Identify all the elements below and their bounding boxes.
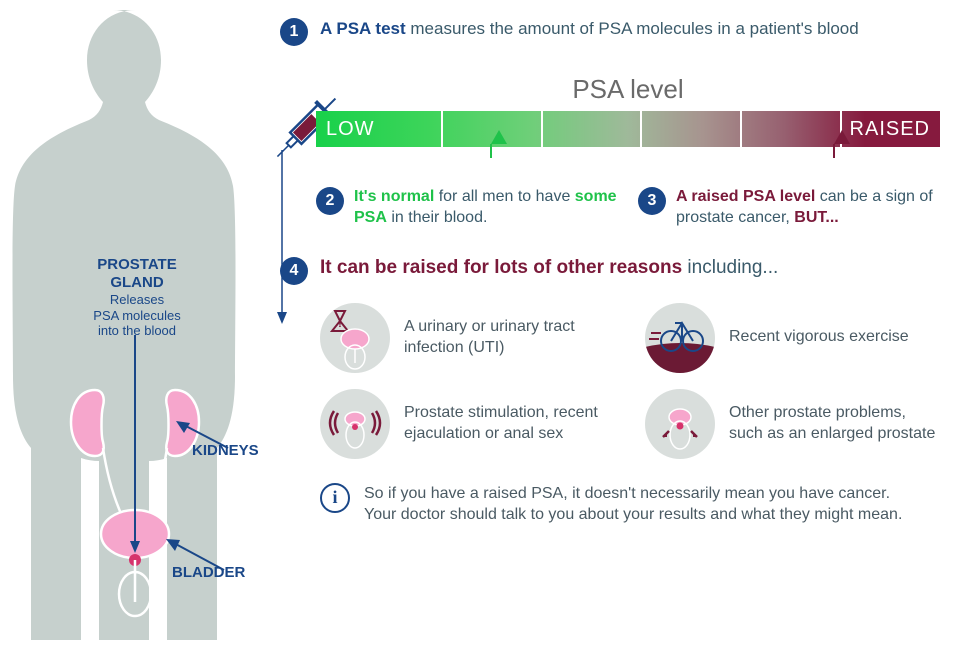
step-4-r: including...: [682, 257, 778, 278]
footer: i So if you have a raised PSA, it doesn'…: [320, 483, 940, 526]
badge-2: 2: [316, 187, 344, 215]
step-2-r1: for all men to have: [434, 188, 575, 205]
reason-exercise: Recent vigorous exercise: [645, 303, 940, 373]
seg-3: [640, 111, 642, 147]
reason-stimulation-text: Prostate stimulation, recent ejaculation…: [404, 403, 615, 445]
enlarged-icon: [645, 389, 715, 459]
seg-4: [740, 111, 742, 147]
steps-2-3: 2 It's normal for all men to have some P…: [316, 187, 940, 229]
arrow-low: [491, 130, 507, 144]
seg-2: [541, 111, 543, 147]
step-3-b2: BUT...: [794, 209, 838, 226]
seg-1: [441, 111, 443, 147]
step-1-bold: A PSA test: [320, 19, 406, 38]
low-label: LOW: [326, 118, 375, 141]
step-1-rest: measures the amount of PSA molecules in …: [406, 19, 859, 38]
prostate-title: PROSTATE GLAND: [72, 256, 202, 292]
step-3-b: A raised PSA level: [676, 188, 815, 205]
step-4: 4 It can be raised for lots of other rea…: [280, 257, 940, 285]
reason-uti: ! A urinary or urinary tract infection (…: [320, 303, 615, 373]
right-panel: 1 A PSA test measures the amount of PSA …: [280, 18, 940, 526]
prostate-sub2: PSA molecules: [72, 308, 202, 324]
footer-text: So if you have a raised PSA, it doesn't …: [364, 483, 904, 526]
psa-bar: PSA level LOW RAISED: [316, 74, 940, 147]
exercise-icon: [645, 303, 715, 373]
prostate-label: PROSTATE GLAND Releases PSA molecules in…: [72, 256, 202, 339]
reason-enlarged-text: Other prostate problems, such as an enla…: [729, 403, 940, 445]
prostate-sub1: Releases: [72, 292, 202, 308]
step-2-b1: It's normal: [354, 188, 434, 205]
uti-icon: !: [320, 303, 390, 373]
step-1-text: A PSA test measures the amount of PSA mo…: [320, 18, 859, 41]
step-2-text: It's normal for all men to have some PSA…: [354, 187, 618, 229]
reason-uti-text: A urinary or urinary tract infection (UT…: [404, 317, 615, 359]
step-2: 2 It's normal for all men to have some P…: [316, 187, 618, 229]
arrow-high: [834, 130, 850, 144]
reason-stimulation: Prostate stimulation, recent ejaculation…: [320, 389, 615, 459]
svg-text:!: !: [338, 318, 342, 330]
reason-enlarged: Other prostate problems, such as an enla…: [645, 389, 940, 459]
badge-3: 3: [638, 187, 666, 215]
step-4-text: It can be raised for lots of other reaso…: [320, 257, 778, 279]
step-4-b: It can be raised for lots of other reaso…: [320, 257, 682, 278]
raised-label: RAISED: [850, 118, 930, 141]
reason-exercise-text: Recent vigorous exercise: [729, 327, 909, 348]
info-icon: i: [320, 483, 350, 513]
reasons-grid: ! A urinary or urinary tract infection (…: [320, 303, 940, 459]
arrow-low-stem: [490, 144, 492, 158]
prostate-arrow: [90, 335, 150, 560]
step-3-text: A raised PSA level can be a sign of pros…: [676, 187, 940, 229]
stimulation-icon: [320, 389, 390, 459]
badge-4: 4: [280, 257, 308, 285]
arrow-high-stem: [833, 144, 835, 158]
step-3: 3 A raised PSA level can be a sign of pr…: [638, 187, 940, 229]
prostate-sub3: into the blood: [72, 323, 202, 339]
step-1: 1 A PSA test measures the amount of PSA …: [280, 18, 940, 46]
psa-bar-title: PSA level: [316, 74, 940, 105]
step-2-r2: in their blood.: [387, 209, 488, 226]
badge-1: 1: [280, 18, 308, 46]
bladder-label: BLADDER: [172, 564, 245, 582]
kidneys-label: KIDNEYS: [192, 442, 259, 460]
